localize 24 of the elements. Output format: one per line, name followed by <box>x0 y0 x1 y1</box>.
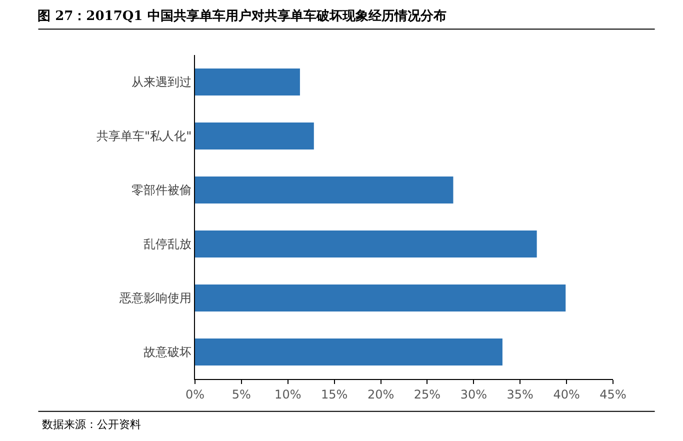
bar <box>195 230 537 258</box>
y-tick-label: 故意破坏 <box>144 345 192 360</box>
x-tick-label: 30% <box>460 387 488 402</box>
x-tick-label: 45% <box>600 387 626 402</box>
bar <box>195 338 502 366</box>
y-tick-label: 恶意影响使用 <box>118 291 192 306</box>
bar <box>195 284 566 312</box>
x-tick-label: 5% <box>232 387 251 402</box>
source-note: 数据来源：公开资料 <box>42 418 141 431</box>
x-tick-label: 20% <box>367 387 394 402</box>
x-tick-label: 10% <box>274 387 302 402</box>
y-tick-label: 零部件被偷 <box>132 183 192 198</box>
x-tick-label: 15% <box>320 387 348 402</box>
y-tick-label: 从来遇到过 <box>132 75 192 90</box>
y-tick-label: 共享单车"私人化" <box>96 129 192 144</box>
chart-title: 图 27：2017Q1 中国共享单车用户对共享单车破坏现象经历情况分布 <box>38 8 446 24</box>
x-tick-label: 35% <box>506 387 534 402</box>
bar <box>195 68 300 96</box>
bar <box>195 176 454 204</box>
y-tick-label: 乱停乱放 <box>144 237 192 252</box>
x-tick-label: 40% <box>553 387 580 402</box>
bar <box>195 122 314 150</box>
x-tick-label: 0% <box>185 387 205 402</box>
x-tick-label: 25% <box>414 387 441 402</box>
